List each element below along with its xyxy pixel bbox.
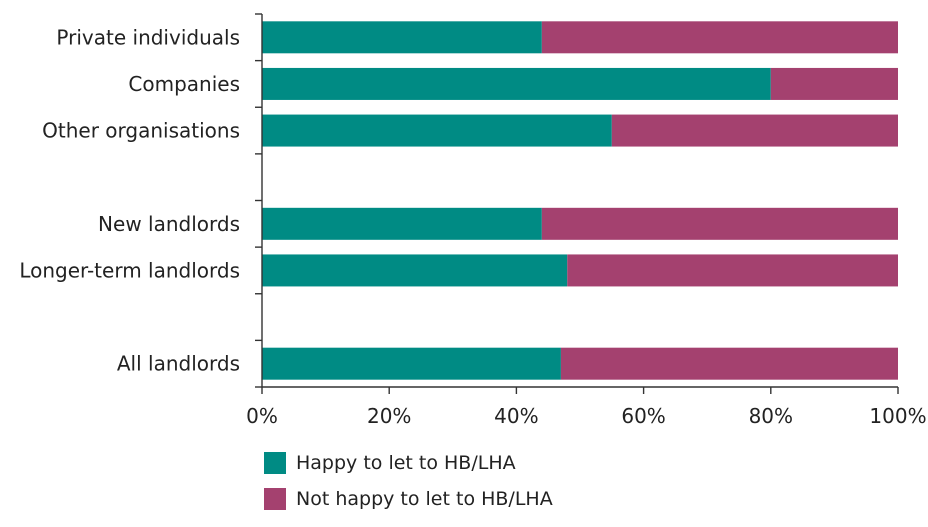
legend-label-happy-to-let-to-hb-lha: Happy to let to HB/LHA — [296, 452, 516, 474]
category-label-longer-term-landlords: Longer-term landlords — [19, 258, 240, 282]
bar-other-organisations-not-happy-to-let-to-hb-lha — [611, 114, 898, 147]
bar-longer-term-landlords-happy-to-let-to-hb-lha — [262, 254, 568, 287]
x-tick-labels: 0% 20% 40% 60% 80% 100% — [246, 404, 926, 428]
bar-companies-happy-to-let-to-hb-lha — [262, 67, 771, 100]
axes-group — [255, 13, 899, 394]
category-labels: Private individuals Companies Other organi… — [19, 25, 240, 375]
category-label-other-organisations: Other organisations — [42, 119, 240, 143]
x-tick-label: 0% — [246, 404, 278, 428]
category-label-private-individuals: Private individuals — [56, 25, 240, 49]
category-label-new-landlords: New landlords — [98, 212, 240, 236]
legend: Happy to let to HB/LHA Not happy to let t… — [264, 452, 553, 510]
bars-group — [262, 21, 898, 380]
bar-companies-not-happy-to-let-to-hb-lha — [770, 67, 898, 100]
legend-swatch-happy-to-let-to-hb-lha — [264, 452, 286, 474]
x-tick-label: 20% — [367, 404, 411, 428]
category-label-companies: Companies — [128, 72, 240, 96]
x-tick-label: 80% — [749, 404, 793, 428]
x-tick-label: 60% — [621, 404, 665, 428]
bar-all-landlords-happy-to-let-to-hb-lha — [262, 347, 561, 380]
bar-private-individuals-happy-to-let-to-hb-lha — [262, 21, 542, 54]
x-tick-label: 100% — [869, 404, 926, 428]
category-label-all-landlords: All landlords — [117, 352, 240, 376]
bar-new-landlords-not-happy-to-let-to-hb-lha — [541, 207, 898, 240]
legend-swatch-not-happy-to-let-to-hb-lha — [264, 488, 286, 510]
bar-new-landlords-happy-to-let-to-hb-lha — [262, 207, 542, 240]
legend-label-not-happy-to-let-to-hb-lha: Not happy to let to HB/LHA — [296, 488, 553, 510]
bar-all-landlords-not-happy-to-let-to-hb-lha — [560, 347, 898, 380]
bar-other-organisations-happy-to-let-to-hb-lha — [262, 114, 612, 147]
bar-private-individuals-not-happy-to-let-to-hb-lha — [541, 21, 898, 54]
bar-longer-term-landlords-not-happy-to-let-to-hb-lha — [567, 254, 898, 287]
x-tick-label: 40% — [494, 404, 538, 428]
